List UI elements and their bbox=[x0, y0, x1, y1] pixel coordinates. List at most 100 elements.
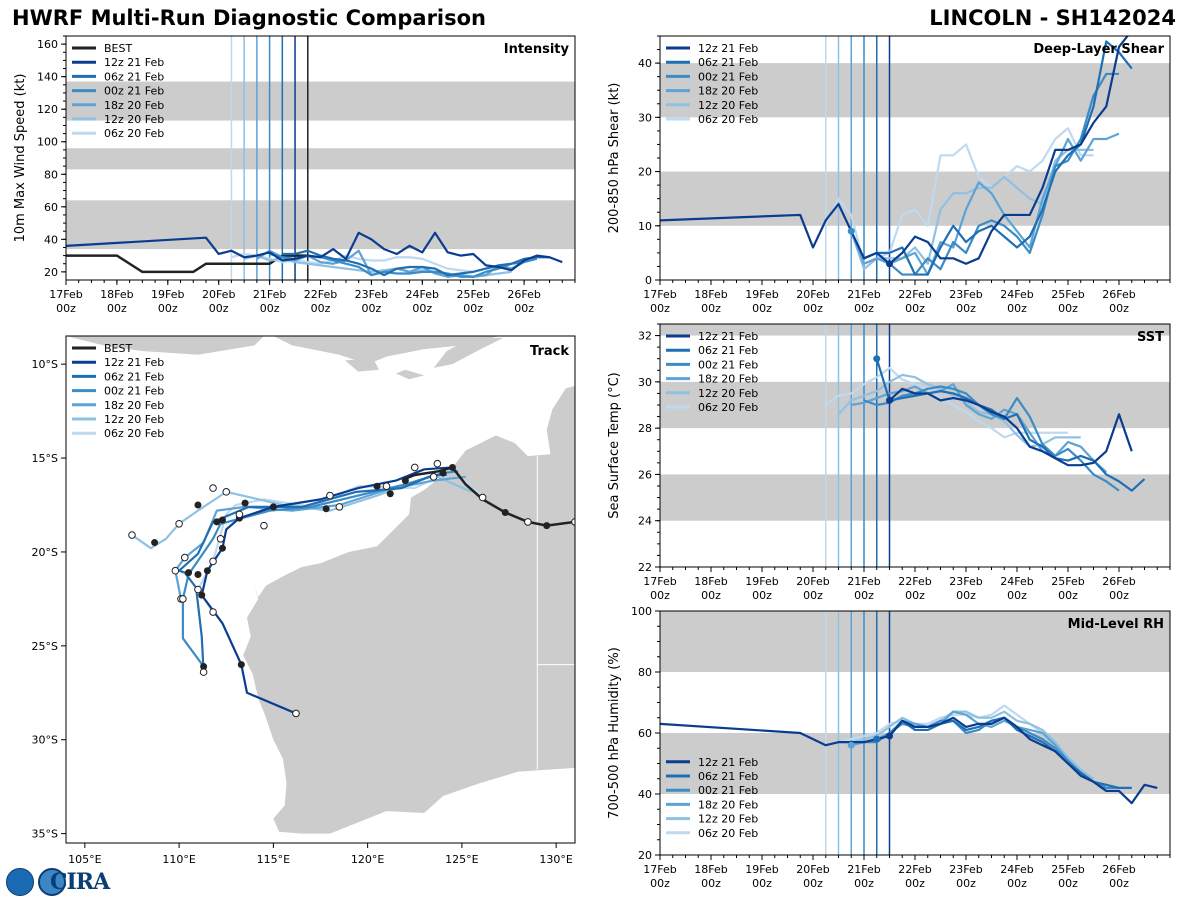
track-marker-open bbox=[171, 566, 180, 575]
intensity-panel: 2040608010012014016017Feb00z18Feb00z19Fe… bbox=[13, 35, 576, 315]
shear-series-line bbox=[876, 40, 1133, 276]
track-marker-filled bbox=[213, 518, 221, 526]
rh-xtick-label: 00z bbox=[803, 877, 823, 890]
shear-xtick-label: 00z bbox=[752, 302, 772, 315]
sst-ytick-label: 32 bbox=[638, 330, 652, 343]
shear-legend-label: 06z 20 Feb bbox=[698, 113, 758, 126]
track-marker-filled bbox=[322, 505, 330, 513]
track-marker-open bbox=[209, 608, 217, 616]
rh-xtick-label: 00z bbox=[854, 877, 874, 890]
intensity-band bbox=[66, 81, 575, 121]
shear-xtick-label: 00z bbox=[701, 302, 721, 315]
shear-xtick-label: 19Feb bbox=[745, 288, 778, 301]
rh-title: Mid-Level RH bbox=[1068, 617, 1164, 632]
track-marker-filled bbox=[448, 463, 456, 471]
track-marker-filled bbox=[194, 501, 202, 509]
intensity-legend-label: 12z 21 Feb bbox=[104, 56, 164, 69]
shear-xtick-label: 00z bbox=[956, 302, 976, 315]
intensity-xtick-label: 17Feb bbox=[49, 288, 82, 301]
track-marker-open bbox=[524, 518, 532, 526]
track-ytick-label: 20°S bbox=[32, 546, 58, 559]
track-ytick-label: 30°S bbox=[32, 734, 58, 747]
track-marker-open bbox=[180, 553, 189, 562]
shear-xtick-label: 23Feb bbox=[949, 288, 982, 301]
rh-xtick-label: 00z bbox=[1007, 877, 1027, 890]
sst-xtick-label: 00z bbox=[1109, 589, 1129, 602]
track-marker-filled bbox=[543, 522, 551, 530]
track-marker-open bbox=[429, 473, 438, 481]
sst-xtick-label: 24Feb bbox=[1000, 575, 1033, 588]
island-landmass bbox=[433, 337, 504, 368]
shear-xtick-label: 21Feb bbox=[847, 288, 880, 301]
rh-xtick-label: 19Feb bbox=[745, 863, 778, 876]
track-marker-filled bbox=[501, 509, 509, 517]
sst-panel: 22242628303217Feb00z18Feb00z19Feb00z20Fe… bbox=[607, 323, 1171, 602]
sst-xtick-label: 23Feb bbox=[949, 575, 982, 588]
sst-series-line bbox=[851, 383, 1107, 473]
figure-title: HWRF Multi-Run Diagnostic Comparison bbox=[12, 6, 487, 30]
rh-plot-area bbox=[660, 611, 1170, 855]
shear-ytick-label: 10 bbox=[638, 220, 652, 233]
track-marker-open bbox=[292, 709, 300, 718]
sst-xtick-label: 20Feb bbox=[796, 575, 829, 588]
rh-xtick-label: 00z bbox=[701, 877, 721, 890]
sst-legend-label: 06z 21 Feb bbox=[698, 344, 758, 357]
island-landmass bbox=[273, 336, 500, 365]
intensity-xtick-label: 22Feb bbox=[304, 288, 337, 301]
shear-xtick-label: 26Feb bbox=[1102, 288, 1135, 301]
rh-legend-label: 12z 21 Feb bbox=[698, 756, 758, 769]
shear-xtick-label: 25Feb bbox=[1051, 288, 1084, 301]
track-marker-open bbox=[478, 493, 487, 502]
track-ytick-label: 35°S bbox=[32, 828, 58, 841]
rh-series-line bbox=[660, 716, 1158, 805]
sst-plot-area bbox=[660, 324, 1170, 567]
sst-legend-label: 06z 20 Feb bbox=[698, 401, 758, 414]
track-marker-filled bbox=[439, 469, 447, 477]
track-marker-open bbox=[128, 531, 136, 539]
intensity-xtick-label: 25Feb bbox=[456, 288, 489, 301]
intensity-ytick-label: 120 bbox=[37, 103, 58, 116]
rh-xtick-label: 00z bbox=[956, 877, 976, 890]
track-ytick-label: 15°S bbox=[32, 452, 58, 465]
intensity-xtick-label: 00z bbox=[514, 302, 534, 315]
sst-legend-label: 18z 20 Feb bbox=[698, 373, 758, 386]
track-marker-filled bbox=[241, 499, 249, 507]
shear-title: Deep-Layer Shear bbox=[1033, 42, 1164, 57]
intensity-xtick-label: 00z bbox=[311, 302, 331, 315]
rh-ytick-label: 80 bbox=[638, 666, 652, 679]
shear-ytick-label: 20 bbox=[638, 166, 652, 179]
track-map-panel: 105°E 110°E 115°E 120°E 125°E 130°E 10°S 15°S 20… bbox=[32, 335, 576, 866]
track-legend-label: BEST bbox=[104, 342, 132, 355]
track-marker-open bbox=[209, 557, 217, 566]
sst-ytick-label: 22 bbox=[638, 561, 652, 574]
shear-xtick-label: 00z bbox=[1058, 302, 1078, 315]
shear-plot-area bbox=[660, 36, 1170, 280]
intensity-xtick-label: 00z bbox=[362, 302, 382, 315]
intensity-xtick-label: 00z bbox=[56, 302, 76, 315]
intensity-ylabel: 10m Max Wind Speed (kt) bbox=[13, 74, 28, 243]
rh-xtick-label: 00z bbox=[1109, 877, 1129, 890]
sst-ytick-label: 28 bbox=[638, 422, 652, 435]
intensity-ytick-label: 40 bbox=[44, 233, 58, 246]
intensity-legend-label: 06z 21 Feb bbox=[104, 70, 164, 83]
sst-title: SST bbox=[1137, 330, 1164, 345]
track-marker-filled bbox=[373, 482, 381, 490]
track-marker-filled bbox=[386, 490, 394, 498]
sst-init-marker bbox=[886, 396, 893, 404]
rh-xtick-label: 17Feb bbox=[643, 863, 676, 876]
track-marker-open bbox=[199, 668, 208, 676]
track-xtick-label: 105°E bbox=[68, 853, 101, 866]
intensity-xtick-label: 20Feb bbox=[202, 288, 235, 301]
shear-xtick-label: 00z bbox=[650, 302, 670, 315]
intensity-ytick-label: 80 bbox=[44, 168, 58, 181]
rh-xtick-label: 18Feb bbox=[694, 863, 727, 876]
rh-ytick-label: 40 bbox=[638, 788, 652, 801]
track-marker-open bbox=[410, 463, 419, 472]
shear-xtick-label: 00z bbox=[905, 302, 925, 315]
sst-xtick-label: 17Feb bbox=[643, 575, 676, 588]
sst-xtick-label: 19Feb bbox=[745, 575, 778, 588]
track-marker-open bbox=[175, 519, 183, 528]
sst-xtick-label: 25Feb bbox=[1051, 575, 1084, 588]
shear-xtick-label: 00z bbox=[1109, 302, 1129, 315]
